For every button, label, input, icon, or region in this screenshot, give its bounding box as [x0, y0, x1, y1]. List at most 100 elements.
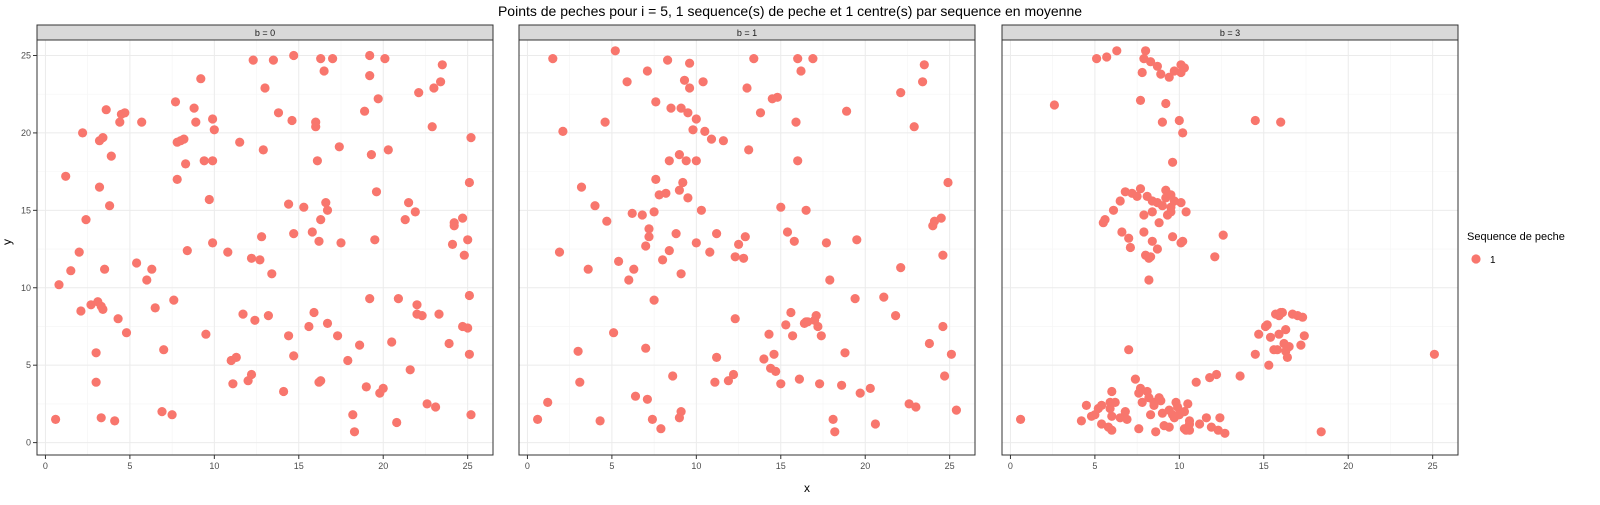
data-point [1183, 399, 1193, 409]
data-point [1429, 349, 1439, 359]
data-point [248, 55, 258, 65]
data-point [676, 103, 686, 113]
data-point [91, 377, 101, 387]
data-point [938, 321, 948, 332]
data-point [1174, 115, 1184, 126]
data-point [1215, 413, 1225, 423]
data-point [734, 239, 744, 249]
data-point [260, 83, 270, 93]
data-point [106, 151, 116, 161]
data-point [314, 236, 324, 246]
data-point [1254, 329, 1264, 339]
plot-background [37, 40, 493, 455]
data-point [284, 331, 294, 341]
data-point [400, 215, 410, 225]
x-tick-label: 15 [776, 461, 786, 471]
data-point [710, 377, 720, 387]
data-point [554, 247, 565, 257]
data-point [1164, 72, 1174, 82]
data-point [96, 413, 106, 423]
data-point [289, 50, 299, 61]
data-point [464, 290, 474, 301]
data-point [105, 201, 115, 211]
data-point [1097, 400, 1107, 410]
x-tick-label: 20 [860, 461, 870, 471]
data-point [924, 338, 935, 349]
data-point [595, 416, 605, 426]
data-point [98, 133, 108, 143]
data-point [793, 54, 803, 64]
data-point [417, 311, 427, 321]
data-point [940, 371, 950, 381]
data-point [771, 366, 781, 376]
x-tick-label: 20 [1343, 461, 1353, 471]
data-point [769, 349, 779, 359]
data-point [458, 213, 468, 223]
data-point [246, 253, 257, 263]
data-point [828, 414, 838, 424]
x-tick-label: 25 [1428, 461, 1438, 471]
data-point [250, 315, 260, 325]
data-point [772, 92, 783, 102]
x-tick-label: 25 [463, 461, 473, 471]
data-point [1276, 117, 1286, 127]
data-point [651, 174, 661, 184]
facet-panels: b = 0 0 5 10 15 20 25 0 5 10 15 20 25 b = 1 0 5 10 15 20 25… [21, 24, 1459, 471]
data-point [78, 128, 88, 138]
data-point [1210, 252, 1220, 262]
data-point [289, 351, 299, 361]
data-point [463, 323, 473, 333]
data-point [691, 238, 701, 248]
data-point [365, 71, 375, 81]
data-point [1211, 369, 1222, 380]
data-point [891, 311, 901, 321]
data-point [825, 275, 835, 285]
data-point [1122, 414, 1132, 424]
data-point [698, 77, 708, 87]
data-point [723, 376, 734, 386]
data-point [624, 275, 634, 285]
data-point [81, 215, 91, 225]
data-point [661, 188, 671, 198]
data-point [1156, 69, 1166, 79]
data-point [1016, 414, 1026, 424]
data-point [279, 386, 289, 397]
data-point [1298, 312, 1308, 322]
data-point [656, 424, 666, 434]
data-point [1296, 340, 1306, 350]
data-point [951, 405, 962, 415]
data-point [100, 264, 110, 274]
data-point [349, 427, 360, 437]
data-point [1299, 331, 1309, 341]
data-point [1201, 413, 1211, 423]
y-tick-label: 25 [21, 50, 31, 60]
data-point [284, 199, 294, 209]
data-point [334, 142, 344, 152]
facet-strip-label: b = 1 [737, 28, 757, 38]
data-point [447, 239, 458, 249]
data-point [1147, 236, 1157, 246]
data-point [311, 117, 321, 127]
data-point [169, 295, 179, 305]
data-point [179, 134, 189, 144]
data-point [1137, 397, 1147, 407]
y-tick-label: 10 [21, 283, 31, 293]
data-point [918, 77, 928, 87]
legend: Sequence de peche 1 [1467, 231, 1565, 266]
data-point [1115, 196, 1125, 206]
data-point [801, 205, 811, 215]
data-point [1107, 386, 1117, 397]
data-point [840, 348, 850, 358]
data-point [609, 328, 619, 338]
data-point [1107, 411, 1117, 421]
data-point [110, 416, 120, 426]
data-point [776, 379, 786, 389]
data-point [1178, 236, 1188, 246]
data-point [946, 349, 957, 359]
data-point [1151, 427, 1161, 437]
data-point [1154, 218, 1164, 228]
data-point [1117, 227, 1127, 237]
data-point [602, 216, 612, 226]
data-point [319, 66, 329, 76]
